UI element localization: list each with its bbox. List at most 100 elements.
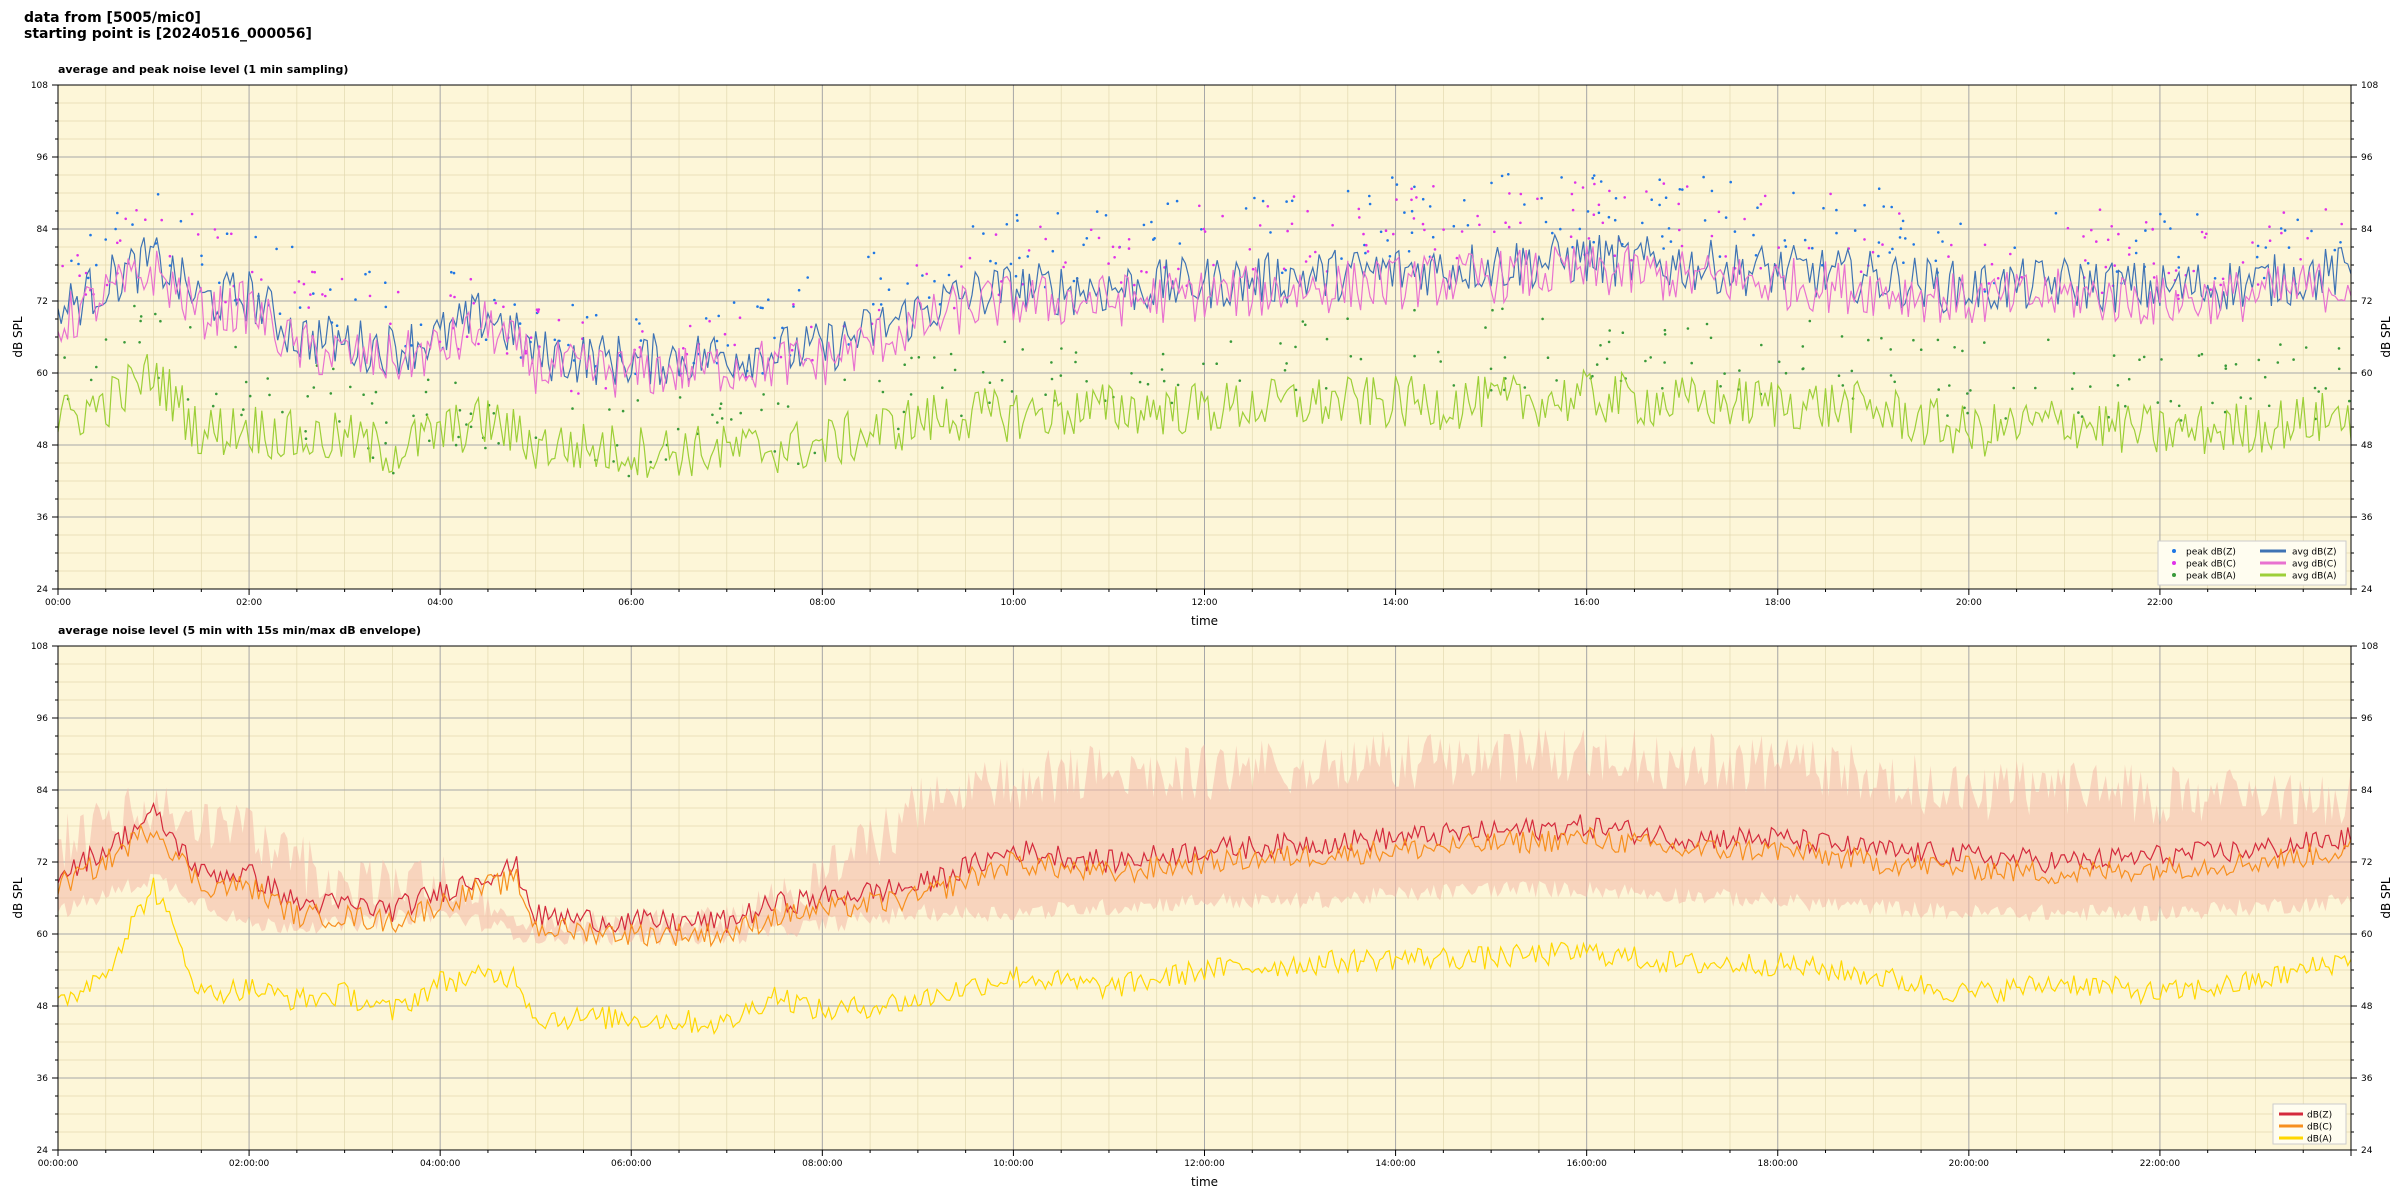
data-point bbox=[2142, 355, 2146, 359]
data-point bbox=[1678, 188, 1682, 191]
data-point bbox=[1784, 371, 1788, 375]
data-point bbox=[716, 421, 719, 424]
data-point bbox=[1678, 228, 1681, 232]
data-point bbox=[1379, 230, 1383, 234]
data-point bbox=[1608, 189, 1611, 193]
data-point bbox=[1258, 224, 1262, 227]
data-point bbox=[1641, 221, 1644, 225]
data-point bbox=[493, 298, 496, 302]
data-point bbox=[384, 305, 388, 309]
data-point bbox=[454, 443, 458, 447]
y-tick-label-right: 72 bbox=[2361, 297, 2372, 307]
data-point bbox=[2089, 385, 2092, 388]
data-point bbox=[2324, 208, 2328, 211]
data-point bbox=[1202, 227, 1206, 231]
data-point bbox=[1983, 290, 1987, 293]
data-point bbox=[2128, 246, 2131, 250]
data-point bbox=[2256, 283, 2260, 286]
data-point bbox=[534, 436, 538, 440]
data-point bbox=[225, 232, 229, 235]
data-point bbox=[1743, 217, 1746, 221]
data-point bbox=[2310, 229, 2313, 233]
data-point bbox=[306, 395, 310, 398]
data-point bbox=[1966, 411, 1969, 415]
x-tick-label: 18:00:00 bbox=[1758, 1159, 1799, 1169]
y-axis: 24 24 36 36 48 48 60 60 72 72 84 84 96 96 108 108 bbox=[31, 642, 2379, 1156]
legend-label: dB(Z) bbox=[2307, 1111, 2332, 1121]
data-point bbox=[1386, 239, 1389, 242]
data-point bbox=[354, 298, 357, 301]
y-tick-label-right: 60 bbox=[2361, 930, 2373, 940]
data-point bbox=[1841, 384, 1845, 387]
data-point bbox=[1717, 210, 1721, 214]
x-tick-label: 02:00 bbox=[236, 598, 262, 608]
data-point bbox=[1987, 282, 1991, 285]
x-tick-label: 18:00 bbox=[1765, 598, 1791, 608]
data-point bbox=[773, 336, 776, 340]
y-tick-label-left: 48 bbox=[37, 441, 49, 451]
data-point bbox=[1229, 340, 1233, 343]
data-point bbox=[1990, 262, 1994, 266]
data-point bbox=[994, 233, 998, 236]
data-point bbox=[156, 193, 160, 196]
data-point bbox=[116, 241, 119, 245]
data-point bbox=[492, 412, 496, 415]
data-point bbox=[1723, 372, 1726, 375]
data-point bbox=[2013, 246, 2016, 249]
data-point bbox=[1784, 245, 1788, 248]
y-tick-label-right: 36 bbox=[2361, 1074, 2373, 1084]
legend-label: avg dB(C) bbox=[2292, 560, 2337, 570]
data-point bbox=[594, 313, 598, 317]
data-point bbox=[1290, 199, 1294, 203]
x-axis-label: time bbox=[1191, 1175, 1218, 1189]
data-point bbox=[1000, 378, 1004, 382]
data-point bbox=[2134, 251, 2138, 255]
data-point bbox=[1937, 231, 1940, 234]
data-point bbox=[2177, 297, 2180, 301]
data-point bbox=[1261, 199, 1265, 203]
data-point bbox=[1663, 361, 1666, 364]
data-point bbox=[2095, 240, 2098, 243]
data-point bbox=[1050, 361, 1053, 364]
x-tick-label: 04:00 bbox=[427, 598, 453, 608]
data-point bbox=[1891, 247, 1894, 251]
data-point bbox=[124, 217, 127, 221]
data-point bbox=[1898, 236, 1902, 239]
data-point bbox=[847, 343, 850, 346]
data-point bbox=[921, 274, 924, 277]
data-point bbox=[2054, 211, 2058, 215]
data-point bbox=[1882, 205, 1885, 208]
data-point bbox=[1363, 243, 1366, 247]
data-point bbox=[1113, 255, 1116, 259]
data-point bbox=[1238, 379, 1242, 383]
data-point bbox=[458, 409, 462, 412]
data-point bbox=[1325, 337, 1329, 341]
data-point bbox=[1064, 261, 1067, 264]
data-point bbox=[1366, 250, 1370, 253]
data-point bbox=[1599, 344, 1602, 347]
data-point bbox=[1783, 239, 1787, 242]
data-point bbox=[1829, 192, 1832, 196]
data-point bbox=[307, 306, 311, 309]
data-point bbox=[1010, 390, 1014, 393]
data-point bbox=[1359, 357, 1363, 361]
min-max-envelope bbox=[58, 727, 2351, 946]
data-point bbox=[1658, 178, 1661, 181]
data-point bbox=[1421, 222, 1425, 226]
data-point bbox=[2110, 225, 2113, 228]
data-point bbox=[1630, 258, 1633, 262]
data-point bbox=[1104, 214, 1108, 217]
data-point bbox=[1000, 280, 1003, 283]
data-point bbox=[2333, 248, 2337, 252]
data-point bbox=[104, 238, 107, 241]
data-point bbox=[1500, 174, 1504, 178]
data-point bbox=[114, 227, 117, 231]
data-point bbox=[1996, 277, 2000, 280]
y-tick-label-right: 24 bbox=[2361, 585, 2373, 595]
y-tick-label-right: 96 bbox=[2361, 153, 2373, 163]
data-point bbox=[1082, 243, 1085, 247]
data-point bbox=[95, 365, 98, 369]
data-point bbox=[1983, 243, 1987, 247]
data-point bbox=[1888, 251, 1891, 254]
data-point bbox=[1718, 255, 1722, 258]
